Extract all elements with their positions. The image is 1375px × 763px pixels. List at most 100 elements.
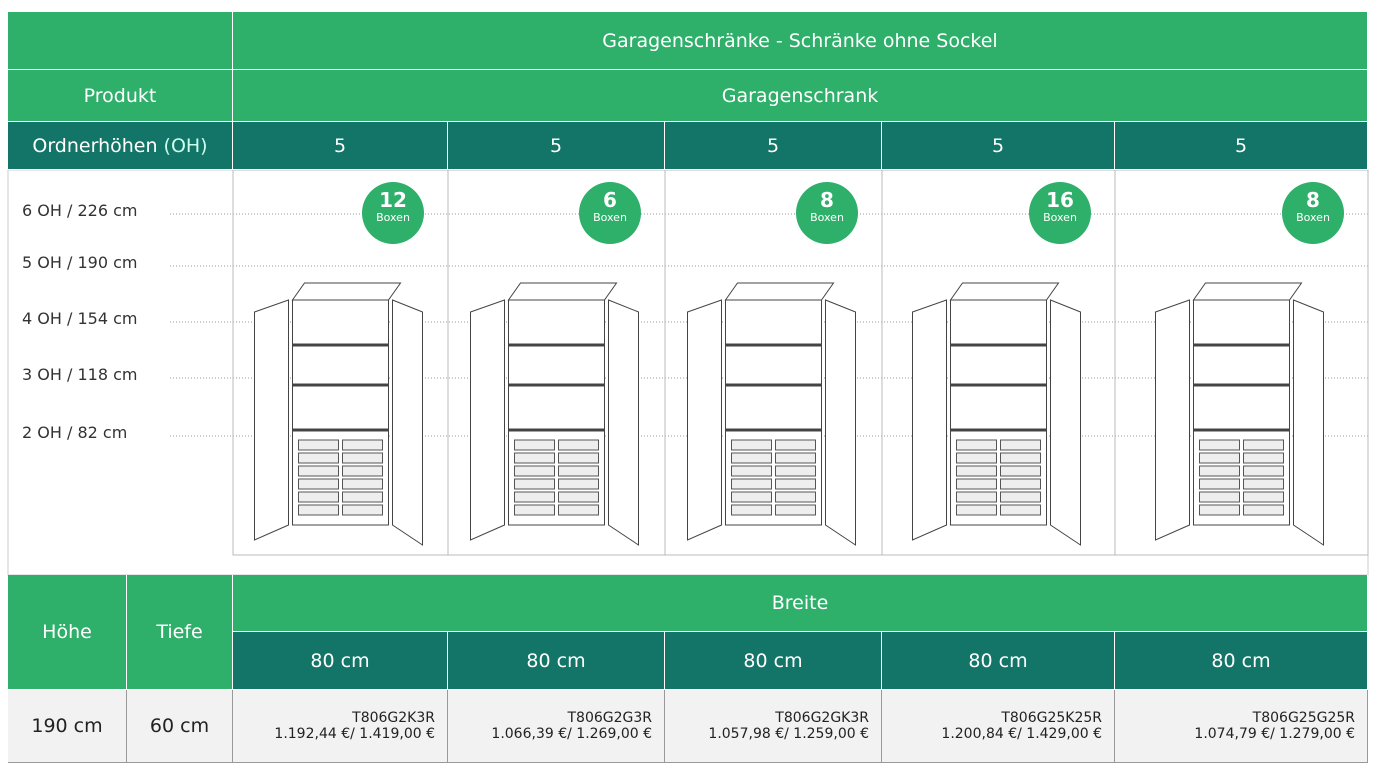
box <box>342 439 383 451</box>
oh-abbr: (OH) <box>163 134 208 157</box>
oh-label-text: Ordnerhöhen <box>32 134 158 157</box>
box <box>298 465 339 477</box>
price: 1.057,98 €/ 1.259,00 € <box>708 726 869 742</box>
price: 1.192,44 €/ 1.419,00 € <box>274 726 435 742</box>
box-label: Boxen <box>1043 211 1077 224</box>
box-count: 6 <box>603 188 617 212</box>
box-count: 12 <box>379 188 407 212</box>
box <box>956 504 997 516</box>
box-label: Boxen <box>376 211 410 224</box>
box <box>731 465 772 477</box>
box <box>298 439 339 451</box>
cabinet-top <box>724 282 835 301</box>
box-label: Boxen <box>810 211 844 224</box>
article: T806G25G25R <box>1252 710 1355 726</box>
box <box>775 465 816 477</box>
box <box>1243 504 1284 516</box>
box <box>342 452 383 464</box>
box <box>1000 478 1041 490</box>
cabinet-top <box>1192 282 1303 301</box>
door <box>687 299 722 541</box>
box <box>1243 478 1284 490</box>
box <box>1243 439 1284 451</box>
box <box>1199 452 1240 464</box>
product-info: T806G2GK3R 1.057,98 €/ 1.259,00 € <box>665 690 882 763</box>
badge <box>1029 182 1091 244</box>
product-label: Produkt <box>8 70 233 122</box>
product-info: T806G25K25R 1.200,84 €/ 1.429,00 € <box>882 690 1115 763</box>
box <box>775 452 816 464</box>
box <box>298 452 339 464</box>
box <box>1000 504 1041 516</box>
box <box>775 439 816 451</box>
article: T806G2K3R <box>352 710 435 726</box>
product-info: T806G25G25R 1.074,79 €/ 1.279,00 € <box>1115 690 1368 763</box>
box <box>1243 491 1284 503</box>
box <box>342 491 383 503</box>
box <box>514 478 555 490</box>
width-value: 80 cm <box>448 632 665 690</box>
box <box>514 452 555 464</box>
box <box>1000 439 1041 451</box>
box <box>558 491 599 503</box>
width-value: 80 cm <box>233 632 448 690</box>
box <box>558 452 599 464</box>
box <box>558 465 599 477</box>
width-value: 80 cm <box>882 632 1115 690</box>
box <box>1000 465 1041 477</box>
box <box>514 439 555 451</box>
oh-value: 5 <box>665 122 882 170</box>
box-count: 8 <box>820 188 834 212</box>
price: 1.074,79 €/ 1.279,00 € <box>1194 726 1355 742</box>
cabinet-body <box>508 299 605 526</box>
box-count: 16 <box>1046 188 1074 212</box>
product: Garagenschrank <box>233 70 1368 122</box>
box <box>1199 491 1240 503</box>
box <box>1199 439 1240 451</box>
box <box>956 491 997 503</box>
product-info: T806G2K3R 1.192,44 €/ 1.419,00 € <box>233 690 448 763</box>
door <box>608 299 639 546</box>
door <box>825 299 856 546</box>
price: 1.200,84 €/ 1.429,00 € <box>941 726 1102 742</box>
width-value: 80 cm <box>665 632 882 690</box>
box <box>956 465 997 477</box>
box <box>342 465 383 477</box>
badge-text: 16 Boxen <box>1029 190 1091 223</box>
box <box>298 478 339 490</box>
box <box>775 478 816 490</box>
box <box>1243 452 1284 464</box>
box <box>514 504 555 516</box>
door <box>470 299 505 541</box>
depth-label: Tiefe <box>127 575 233 690</box>
box-label: Boxen <box>1296 211 1330 224</box>
height-value: 190 cm <box>8 690 127 763</box>
height-mark: 5 OH / 190 cm <box>22 253 138 272</box>
box <box>558 439 599 451</box>
cabinet-body <box>292 299 389 526</box>
cabinet-top <box>291 282 402 301</box>
box <box>731 439 772 451</box>
box <box>775 504 816 516</box>
oh-value: 5 <box>882 122 1115 170</box>
box <box>342 504 383 516</box>
depth-value: 60 cm <box>127 690 233 763</box>
badge <box>1282 182 1344 244</box>
article: T806G2G3R <box>567 710 652 726</box>
badge-text: 8 Boxen <box>796 190 858 223</box>
door <box>392 299 423 546</box>
door <box>1293 299 1324 546</box>
price: 1.066,39 €/ 1.269,00 € <box>491 726 652 742</box>
article: T806G2GK3R <box>775 710 869 726</box>
box <box>1243 465 1284 477</box>
door <box>254 299 289 541</box>
door <box>1155 299 1190 541</box>
corner <box>8 12 233 70</box>
box <box>514 465 555 477</box>
box <box>1199 478 1240 490</box>
cabinet-body <box>950 299 1047 526</box>
box <box>1000 491 1041 503</box>
height-mark: 3 OH / 118 cm <box>22 365 138 384</box>
box <box>298 504 339 516</box>
badge <box>362 182 424 244</box>
